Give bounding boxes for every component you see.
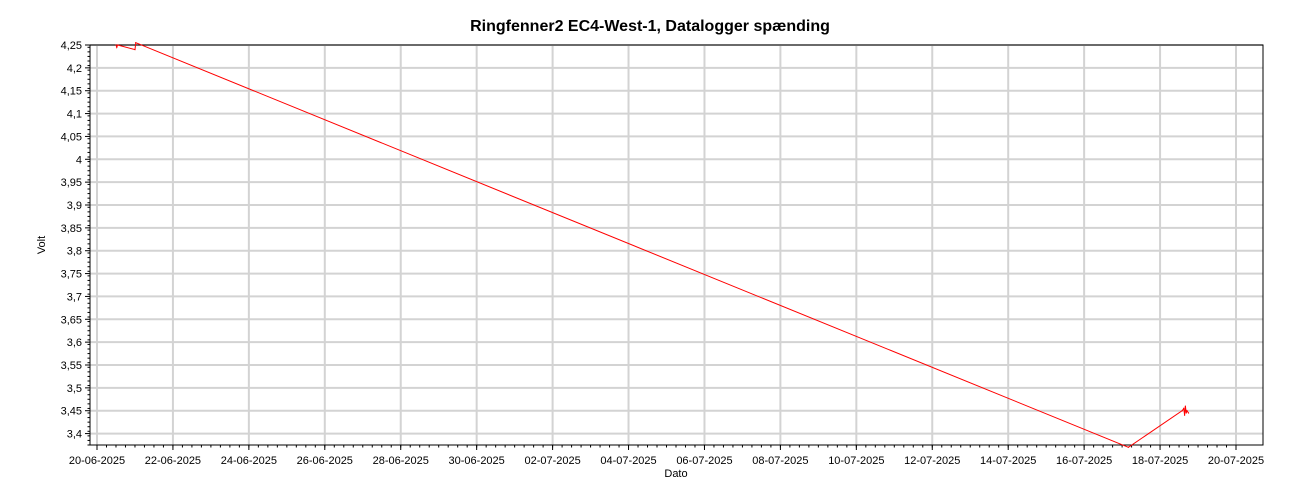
- series-line: [115, 41, 1189, 448]
- y-tick-label: 4,25: [61, 40, 82, 52]
- x-tick-label: 20-07-2025: [1208, 455, 1264, 467]
- plot-frame: [89, 44, 1264, 446]
- y-tick-label: 3,9: [67, 200, 82, 212]
- data-point: [1187, 412, 1190, 414]
- data-point: [1186, 410, 1188, 412]
- x-tick-label: 20-06-2025: [69, 455, 125, 467]
- data-point: [115, 44, 117, 46]
- x-tick-label: 08-07-2025: [752, 455, 808, 467]
- y-tick-label: 3,85: [61, 223, 82, 235]
- y-tick-label: 3,75: [61, 269, 82, 281]
- y-tick-label: 3,65: [61, 314, 82, 326]
- x-tick-label: 28-06-2025: [373, 455, 429, 467]
- x-tick-label: 06-07-2025: [676, 455, 732, 467]
- x-tick-label: 16-07-2025: [1056, 455, 1112, 467]
- data-point: [1184, 405, 1186, 407]
- y-tick-label: 4,1: [67, 109, 82, 121]
- y-tick-label: 4,2: [67, 63, 82, 75]
- data-point: [116, 44, 119, 46]
- y-axis-title: Volt: [36, 236, 48, 254]
- data-point: [1183, 414, 1186, 416]
- data-point: [134, 48, 136, 51]
- y-tick-label: 3,4: [67, 429, 82, 441]
- data-point: [1181, 410, 1183, 412]
- grid-lines: [90, 44, 1263, 445]
- x-tick-label: 02-07-2025: [524, 455, 580, 467]
- x-tick-label: 30-06-2025: [449, 455, 505, 467]
- y-tick-label: 3,95: [61, 177, 82, 189]
- x-tick-label: 12-07-2025: [904, 455, 960, 467]
- y-tick-label: 4,05: [61, 131, 82, 143]
- chart-title: Ringfenner2 EC4-West-1, Datalogger spænd…: [470, 18, 830, 35]
- y-tick-label: 3,8: [67, 246, 82, 258]
- data-point: [1183, 407, 1185, 410]
- x-axis-title: Dato: [664, 468, 687, 480]
- data-point: [116, 46, 118, 48]
- x-tick-label: 18-07-2025: [1132, 455, 1188, 467]
- x-tick-label: 24-06-2025: [221, 455, 277, 467]
- y-tick-label: 3,45: [61, 406, 82, 418]
- x-tick-label: 10-07-2025: [828, 455, 884, 467]
- x-tick-label: 14-07-2025: [980, 455, 1036, 467]
- y-tick-label: 3,55: [61, 360, 82, 372]
- y-tick-label: 4: [76, 154, 82, 166]
- y-axis-ticks: 4,25 4,2 4,15 4,1 4,05 4 3,95 3,9 3,85 3,8 3,75 3,7…: [61, 40, 90, 441]
- x-tick-label: 04-07-2025: [600, 455, 656, 467]
- x-axis-ticks: 20-06-2025 22-06-2025 24-06-2025 26-06-2025…: [69, 445, 1264, 467]
- y-tick-label: 4,15: [61, 86, 82, 98]
- y-tick-label: 3,7: [67, 291, 82, 303]
- data-point: [1127, 446, 1130, 448]
- x-tick-label: 22-06-2025: [145, 455, 201, 467]
- y-tick-label: 3,5: [67, 383, 82, 395]
- x-tick-label: 26-06-2025: [297, 455, 353, 467]
- series-layer: [115, 41, 1190, 448]
- data-point: [135, 42, 137, 44]
- data-point: [1185, 412, 1187, 414]
- y-tick-label: 3,6: [67, 337, 82, 349]
